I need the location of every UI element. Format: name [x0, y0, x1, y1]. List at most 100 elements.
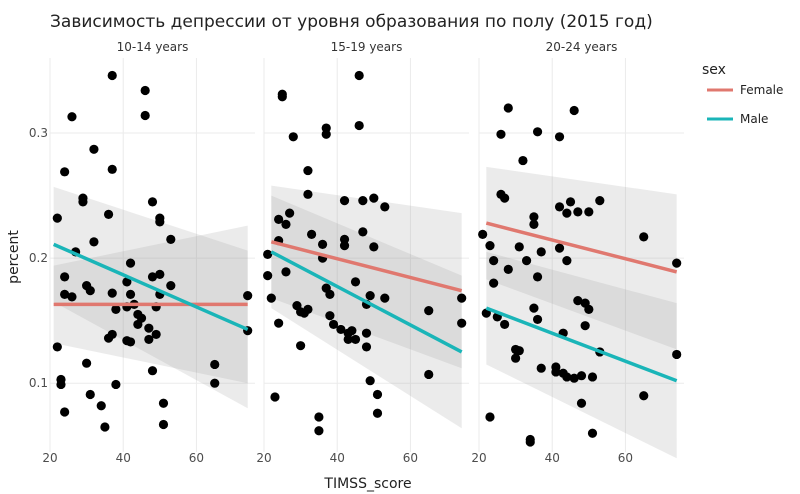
data-point	[573, 296, 583, 306]
data-point	[525, 437, 535, 447]
data-point	[587, 372, 598, 382]
data-point	[281, 267, 291, 277]
data-point	[562, 372, 572, 382]
x-tick-label: 60	[618, 451, 633, 465]
data-point	[125, 258, 136, 268]
data-point	[140, 85, 150, 96]
x-tick-label: 20	[256, 451, 271, 465]
data-point	[136, 313, 147, 323]
data-point	[296, 341, 306, 351]
data-point	[303, 304, 313, 315]
data-point	[210, 359, 220, 370]
data-point	[562, 208, 572, 218]
data-point	[288, 132, 298, 142]
data-point	[60, 167, 70, 177]
data-point	[52, 213, 62, 223]
data-point	[347, 326, 357, 336]
data-point	[85, 389, 95, 400]
data-point	[277, 92, 287, 102]
data-point	[372, 389, 383, 400]
data-point	[365, 376, 375, 386]
x-tick-label: 40	[330, 451, 345, 465]
data-point	[551, 362, 561, 372]
data-point	[569, 105, 579, 116]
data-point	[158, 419, 169, 430]
data-point	[67, 292, 77, 302]
x-axis-title: TIMSS_score	[323, 476, 411, 492]
data-point	[565, 197, 576, 207]
trend-line-female	[270, 240, 463, 293]
data-point	[576, 371, 587, 381]
data-point	[485, 241, 495, 251]
data-point	[52, 342, 62, 352]
data-point	[529, 212, 539, 222]
facet-strip-label: 15-19 years	[331, 40, 403, 54]
data-point	[103, 209, 114, 219]
facet-strip-label: 20-24 years	[546, 40, 618, 54]
data-point	[532, 272, 543, 282]
facet-panel-2: 15-19 years 20 40 60	[256, 40, 469, 465]
data-point	[166, 281, 176, 291]
data-point	[584, 207, 594, 217]
y-axis-title: percent	[6, 230, 22, 284]
data-point	[580, 321, 590, 331]
facet-panel-1: 10-14 years 20 40 60 0.1 0.2 0.3	[29, 40, 255, 465]
data-point	[569, 373, 579, 383]
data-point	[263, 271, 273, 281]
data-point	[496, 129, 506, 139]
data-point	[303, 189, 313, 199]
data-point	[155, 217, 165, 227]
data-point	[503, 264, 513, 274]
data-point	[107, 288, 117, 298]
data-point	[518, 155, 528, 166]
data-point	[60, 407, 70, 417]
data-point	[354, 120, 364, 131]
data-point	[672, 258, 682, 268]
data-point	[361, 342, 372, 352]
data-point	[306, 229, 317, 239]
data-point	[100, 422, 110, 432]
data-point	[489, 256, 499, 266]
legend-label-male: Male	[740, 112, 768, 126]
data-point	[67, 112, 77, 122]
legend-title: sex	[702, 62, 726, 78]
legend: sex Female Male	[702, 62, 783, 126]
data-point	[369, 242, 379, 252]
data-point	[166, 234, 176, 244]
data-point	[122, 277, 132, 287]
x-tick-label: 40	[545, 451, 560, 465]
data-point	[339, 241, 350, 251]
data-point	[317, 239, 328, 249]
trend-line-female	[485, 221, 678, 274]
x-tick-label: 40	[116, 451, 131, 465]
data-point	[457, 318, 467, 328]
data-point	[536, 363, 546, 373]
data-point	[270, 392, 280, 402]
data-point	[266, 293, 276, 303]
data-point	[314, 412, 324, 422]
data-point	[511, 353, 521, 363]
data-point	[562, 256, 572, 266]
data-point	[274, 318, 284, 328]
trend-line-male	[52, 242, 249, 332]
data-point	[350, 334, 361, 345]
data-point	[144, 334, 154, 345]
data-point	[424, 306, 434, 316]
data-point	[372, 408, 383, 418]
data-point	[155, 269, 165, 279]
y-tick-label: 0.1	[29, 376, 48, 390]
data-point	[321, 129, 331, 139]
data-point	[573, 207, 583, 217]
data-point	[107, 329, 117, 340]
data-point	[125, 289, 136, 299]
data-point	[281, 219, 291, 229]
facet-strip-label: 10-14 years	[117, 40, 189, 54]
data-point	[369, 193, 379, 203]
data-point	[210, 378, 220, 388]
data-point	[584, 304, 594, 315]
data-point	[274, 214, 284, 224]
y-tick-label: 0.3	[29, 126, 48, 140]
data-point	[89, 237, 99, 247]
data-point	[96, 401, 106, 411]
data-point	[339, 195, 350, 206]
